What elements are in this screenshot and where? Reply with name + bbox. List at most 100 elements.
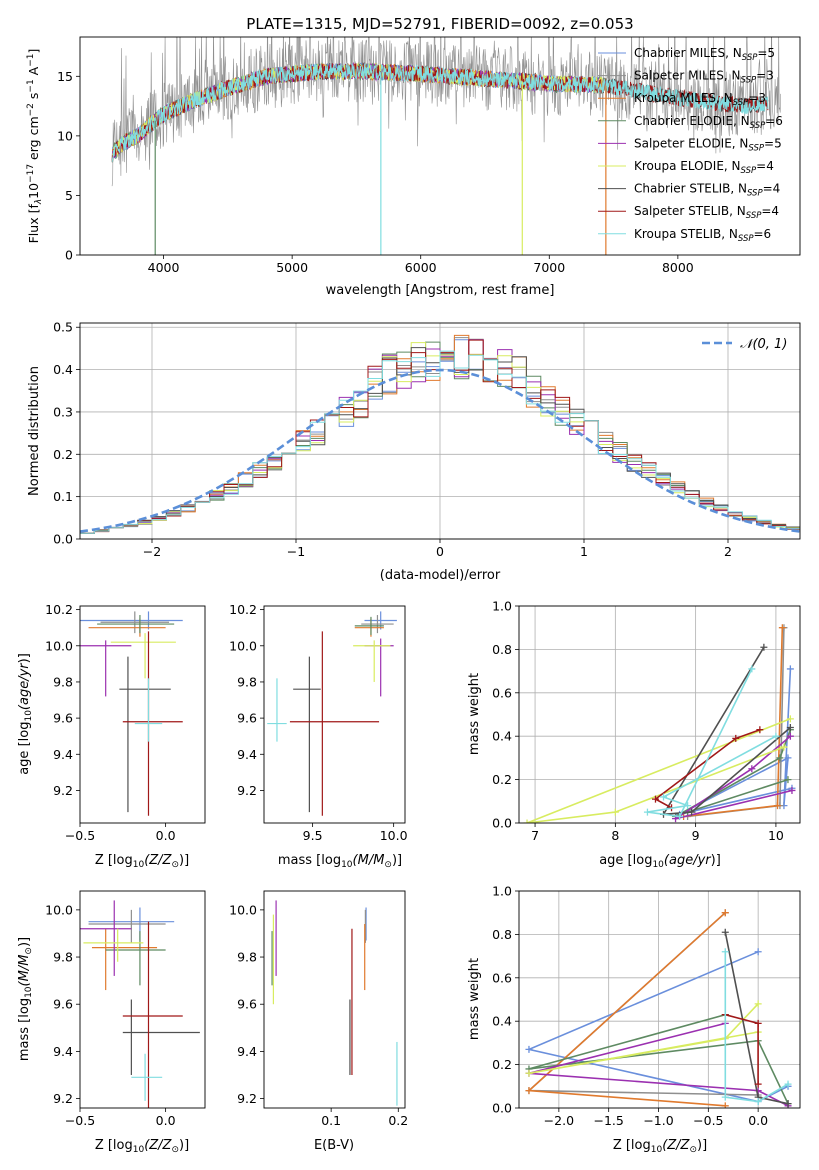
y-tick-label: 9.8 [237, 950, 257, 965]
spectrum-legend: Chabrier MILES, NSSP=5 Salpeter MILES, NS… [598, 46, 783, 244]
legend-label: Chabrier MILES, NSSP=5 [634, 46, 775, 63]
mass-weight-marker [721, 948, 729, 956]
plot-area [523, 624, 796, 823]
mass-weight-marker [784, 754, 792, 762]
y-tick-label: 9.6 [53, 711, 73, 726]
x-axis-label: E(B-V) [314, 1138, 354, 1153]
mass-weight-marker [754, 1097, 762, 1105]
x-axis-label: Z [log10(Z/Z⊙)] [95, 853, 189, 870]
mass-weight-line [654, 728, 761, 809]
mass-weight-marker [721, 1102, 729, 1108]
axes-frame [79, 322, 801, 540]
mass-weight-marker [784, 776, 792, 784]
mass-weight-marker [786, 665, 794, 673]
y-tick-label: 0.0 [492, 816, 512, 831]
mass-weight-marker [784, 1080, 792, 1088]
y-tick-label: 0.2 [492, 1057, 512, 1072]
y-tick-label: 9.6 [53, 997, 73, 1012]
y-tick-label: 0.4 [53, 362, 73, 377]
mass-weight-marker [788, 786, 796, 794]
legend-label: Chabrier ELODIE, NSSP=6 [634, 114, 783, 131]
plot-area [80, 334, 800, 534]
mass-weight-marker [760, 643, 768, 651]
mass-weight-marker [780, 743, 788, 751]
y-tick-label: 9.6 [237, 997, 257, 1012]
y-tick-label: 9.8 [53, 950, 73, 965]
x-tick-label: 1 [580, 544, 588, 559]
mass-weight-marker [688, 808, 696, 816]
x-tick-label: 0.2 [388, 1113, 408, 1128]
mass-weight-line [528, 1003, 759, 1075]
mass-weight-line [528, 1013, 789, 1105]
mass-weight-marker [786, 724, 794, 732]
mass-weight-vs-age-panel: 7 8 9 10 0.0 0.2 0.4 0.6 0.8 1.0 age [log10(age/yr… [467, 599, 801, 870]
mass-weight-marker [721, 928, 729, 936]
residuals-panel: −2 −1 0 1 2 0.0 0.1 0.2 0.3 0.4 0.5 (data-model)/er… [27, 320, 801, 583]
y-axis-label: Normed distribution [27, 366, 42, 496]
x-tick-label: 2 [724, 544, 732, 559]
x-tick-label: −2 [143, 544, 161, 559]
mass-vs-metallicity-panel: −0.5 0.0 9.2 9.4 9.6 9.8 10.0 Z [log10(Z/Z⊙)] ma… [17, 890, 206, 1155]
x-tick-label: 7000 [533, 260, 565, 275]
y-tick-label: 9.2 [53, 783, 73, 798]
mass-weight-vs-metallicity-panel: −2.0 −1.5 −1.0 −0.5 0.0 0.0 0.2 0.4 0.6 0.8 1.0 Z [… [467, 884, 801, 1155]
y-tick-label: 9.8 [237, 674, 257, 689]
y-axis-label: mass weight [467, 673, 482, 755]
y-tick-label: 10 [57, 128, 73, 143]
y-tick-label: 9.2 [237, 1091, 257, 1106]
plot-area [525, 909, 792, 1108]
spectrum-model-line [111, 62, 769, 163]
mass-weight-line [526, 951, 789, 1103]
mass-vs-extinction-panel: 0.1 0.2 9.2 9.4 9.6 9.8 10.0 E(B-V) [229, 890, 408, 1153]
legend-label: Kroupa ELODIE, NSSP=4 [634, 159, 774, 176]
y-tick-label: 0 [65, 248, 73, 263]
normal-curve [80, 368, 800, 533]
y-axis-label: mass [log10(M/M⊙)] [17, 937, 34, 1061]
x-tick-label: 4000 [148, 260, 180, 275]
figure-title: PLATE=1315, MJD=52791, FIBERID=0092, z=0… [246, 15, 633, 33]
mass-weight-marker [778, 624, 786, 632]
axes-frame [263, 890, 406, 1109]
legend-label: 𝒩(0, 1) [740, 337, 787, 352]
plot-area [80, 611, 183, 816]
y-tick-label: 0.0 [53, 532, 73, 547]
x-tick-label: 8 [611, 828, 619, 843]
y-tick-label: 10.0 [229, 902, 257, 917]
histogram-step [80, 350, 800, 534]
x-tick-label: 9.5 [303, 828, 323, 843]
mass-weight-marker [643, 808, 651, 816]
y-tick-label: 9.2 [53, 1091, 73, 1106]
x-tick-label: 0.0 [156, 828, 176, 843]
y-tick-label: 0.6 [492, 970, 512, 985]
mass-weight-marker [684, 802, 692, 810]
x-tick-label: −1.5 [594, 1113, 624, 1128]
mass-weight-marker [660, 793, 668, 801]
y-axis-label: mass weight [467, 958, 482, 1040]
mass-weight-marker [786, 715, 794, 723]
y-tick-label: 9.4 [237, 1044, 257, 1059]
x-tick-label: 5000 [276, 260, 308, 275]
x-tick-label: −2.0 [544, 1113, 574, 1128]
mass-weight-marker [525, 1087, 533, 1095]
x-tick-label: −1 [287, 544, 305, 559]
y-tick-label: 9.4 [53, 747, 73, 762]
mass-weight-line [662, 646, 791, 816]
y-tick-label: 0.5 [53, 320, 73, 335]
mass-weight-marker [721, 1093, 729, 1101]
x-tick-label: 6000 [405, 260, 437, 275]
y-tick-label: 9.4 [53, 1044, 73, 1059]
legend-label: Salpeter STELIB, NSSP=4 [634, 204, 779, 221]
legend-label: Chabrier STELIB, NSSP=4 [634, 182, 780, 199]
y-tick-label: 10.0 [229, 638, 257, 653]
plot-area [271, 900, 398, 1106]
x-tick-label: 0.0 [156, 1113, 176, 1128]
x-tick-label: −0.5 [65, 828, 95, 843]
x-tick-label: 9 [692, 828, 700, 843]
y-tick-label: 10.2 [45, 602, 73, 617]
mass-weight-marker [784, 1100, 792, 1108]
x-tick-label: 7 [531, 828, 539, 843]
y-tick-label: 9.4 [237, 747, 257, 762]
x-axis-label: Z [log10(Z/Z⊙)] [95, 1138, 189, 1155]
mass-weight-line [647, 668, 777, 818]
